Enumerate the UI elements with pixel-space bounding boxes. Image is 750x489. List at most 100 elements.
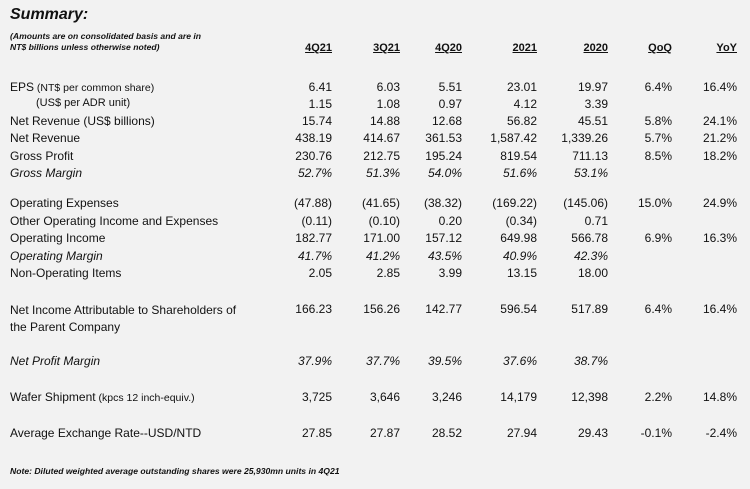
row-label: Operating Expenses (10, 196, 119, 210)
row-label: Operating Income (10, 231, 106, 245)
cell-2020: 711.13 (572, 149, 608, 163)
cell-3q21: (41.65) (361, 196, 400, 210)
table-row-wafer-shipment: Wafer Shipment (kpcs 12 inch-equiv.) 3,7… (0, 390, 750, 406)
cell-2021: 14,179 (500, 390, 537, 404)
table-row-operating-expenses: Operating Expenses (47.88) (41.65) (38.3… (0, 196, 750, 212)
cell-4q20: 43.5% (427, 249, 462, 263)
cell-4q21: 52.7% (297, 166, 332, 180)
cell-4q20: 3,246 (431, 390, 462, 404)
cell-4q20: 0.20 (438, 214, 462, 228)
table-row-operating-income: Operating Income 182.77 171.00 157.12 64… (0, 231, 750, 247)
cell-2020: 1,339.26 (561, 131, 608, 145)
cell-2020: 517.89 (571, 302, 608, 316)
row-label-line-2: the Parent Company (10, 320, 121, 334)
cell-4q20: 39.5% (427, 354, 462, 368)
table-row-net-revenue: Net Revenue 438.19 414.67 361.53 1,587.4… (0, 131, 750, 147)
cell-2021: 40.9% (502, 249, 537, 263)
cell-4q21: 182.77 (295, 231, 332, 245)
cell-2020: 12,398 (571, 390, 608, 404)
cell-4q21: 2.05 (308, 266, 332, 280)
row-label: EPS (NT$ per common share) (10, 80, 154, 94)
row-label-main: Wafer Shipment (10, 390, 96, 404)
cell-qoq: 2.2% (644, 390, 672, 404)
cell-yoy: 14.8% (702, 390, 737, 404)
cell-4q21: 166.23 (295, 302, 332, 316)
table-row-other-operating: Other Operating Income and Expenses (0.1… (0, 214, 750, 230)
cell-4q20: 5.51 (438, 80, 462, 94)
cell-2021: 13.15 (506, 266, 537, 280)
row-label: Net Revenue (10, 131, 81, 145)
cell-4q21: 1.15 (308, 97, 332, 111)
cell-4q20: 142.77 (425, 302, 462, 316)
cell-4q20: 54.0% (427, 166, 462, 180)
cell-2021: (0.34) (505, 214, 537, 228)
cell-4q21: 230.76 (295, 149, 332, 163)
row-label: Net Profit Margin (10, 354, 101, 368)
cell-qoq: -0.1% (640, 426, 672, 440)
cell-4q21: 37.9% (297, 354, 332, 368)
cell-qoq: 5.8% (644, 114, 672, 128)
row-label: Gross Margin (10, 166, 83, 180)
cell-4q20: 361.53 (425, 131, 462, 145)
cell-2020: 0.71 (584, 214, 608, 228)
cell-2020: 19.97 (577, 80, 608, 94)
cell-3q21: 156.26 (363, 302, 400, 316)
cell-2021: 56.82 (506, 114, 537, 128)
table-row-net-income: Net Income Attributable to Shareholders … (0, 302, 750, 336)
page-title: Summary: (10, 6, 89, 23)
cell-2020: 38.7% (573, 354, 608, 368)
row-label: Wafer Shipment (kpcs 12 inch-equiv.) (10, 390, 195, 404)
column-header-2020: 2020 (583, 42, 608, 54)
cell-2020: 29.43 (577, 426, 608, 440)
cell-qoq: 5.7% (644, 131, 672, 145)
cell-4q21: (0.11) (301, 214, 332, 228)
cell-yoy: 16.3% (702, 231, 737, 245)
row-label: (US$ per ADR unit) (36, 97, 131, 109)
cell-2021: 1,587.42 (490, 131, 537, 145)
row-label: Average Exchange Rate--USD/NTD (10, 426, 202, 440)
cell-4q21: 41.7% (297, 249, 332, 263)
cell-yoy: 24.9% (702, 196, 737, 210)
row-label: Net Income Attributable to Shareholders … (10, 302, 236, 336)
column-header-3q21: 3Q21 (373, 42, 400, 54)
cell-3q21: 51.3% (365, 166, 400, 180)
table-row-eps-adr: (US$ per ADR unit) 1.15 1.08 0.97 4.12 3… (0, 97, 750, 113)
row-label-suffix: (kpcs 12 inch-equiv.) (95, 392, 195, 404)
cell-4q21: (47.88) (293, 196, 332, 210)
row-label: Gross Profit (10, 149, 74, 163)
cell-2021: (169.22) (492, 196, 537, 210)
cell-qoq: 15.0% (637, 196, 672, 210)
column-header-4q20: 4Q20 (435, 42, 462, 54)
cell-3q21: 414.67 (363, 131, 400, 145)
cell-3q21: 1.08 (376, 97, 400, 111)
table-row-operating-margin: Operating Margin 41.7% 41.2% 43.5% 40.9%… (0, 249, 750, 265)
cell-3q21: 171.00 (363, 231, 400, 245)
table-row-net-profit-margin: Net Profit Margin 37.9% 37.7% 39.5% 37.6… (0, 354, 750, 370)
cell-qoq: 6.9% (644, 231, 672, 245)
cell-2020: 42.3% (573, 249, 608, 263)
cell-yoy: 24.1% (702, 114, 737, 128)
cell-4q21: 6.41 (308, 80, 332, 94)
row-label: Net Revenue (US$ billions) (10, 114, 155, 128)
cell-2020: 3.39 (584, 97, 608, 111)
cell-2020: (145.06) (563, 196, 608, 210)
column-header-4q21: 4Q21 (305, 42, 332, 54)
cell-3q21: 3,646 (369, 390, 400, 404)
cell-2021: 4.12 (513, 97, 537, 111)
cell-yoy: 21.2% (702, 131, 737, 145)
cell-2020: 53.1% (573, 166, 608, 180)
column-header-2021: 2021 (512, 42, 537, 54)
column-header-yoy: YoY (716, 42, 737, 54)
cell-2020: 18.00 (577, 266, 608, 280)
cell-3q21: 37.7% (365, 354, 400, 368)
table-row-non-operating: Non-Operating Items 2.05 2.85 3.99 13.15… (0, 266, 750, 282)
cell-2021: 37.6% (502, 354, 537, 368)
cell-4q20: 12.68 (431, 114, 462, 128)
cell-2021: 596.54 (500, 302, 537, 316)
cell-yoy: 18.2% (702, 149, 737, 163)
table-row-exchange-rate: Average Exchange Rate--USD/NTD 27.85 27.… (0, 426, 750, 442)
table-row-gross-margin: Gross Margin 52.7% 51.3% 54.0% 51.6% 53.… (0, 166, 750, 182)
subtitle-line-1: (Amounts are on consolidated basis and a… (10, 31, 202, 41)
cell-3q21: (0.10) (368, 214, 400, 228)
cell-4q20: 157.12 (425, 231, 462, 245)
